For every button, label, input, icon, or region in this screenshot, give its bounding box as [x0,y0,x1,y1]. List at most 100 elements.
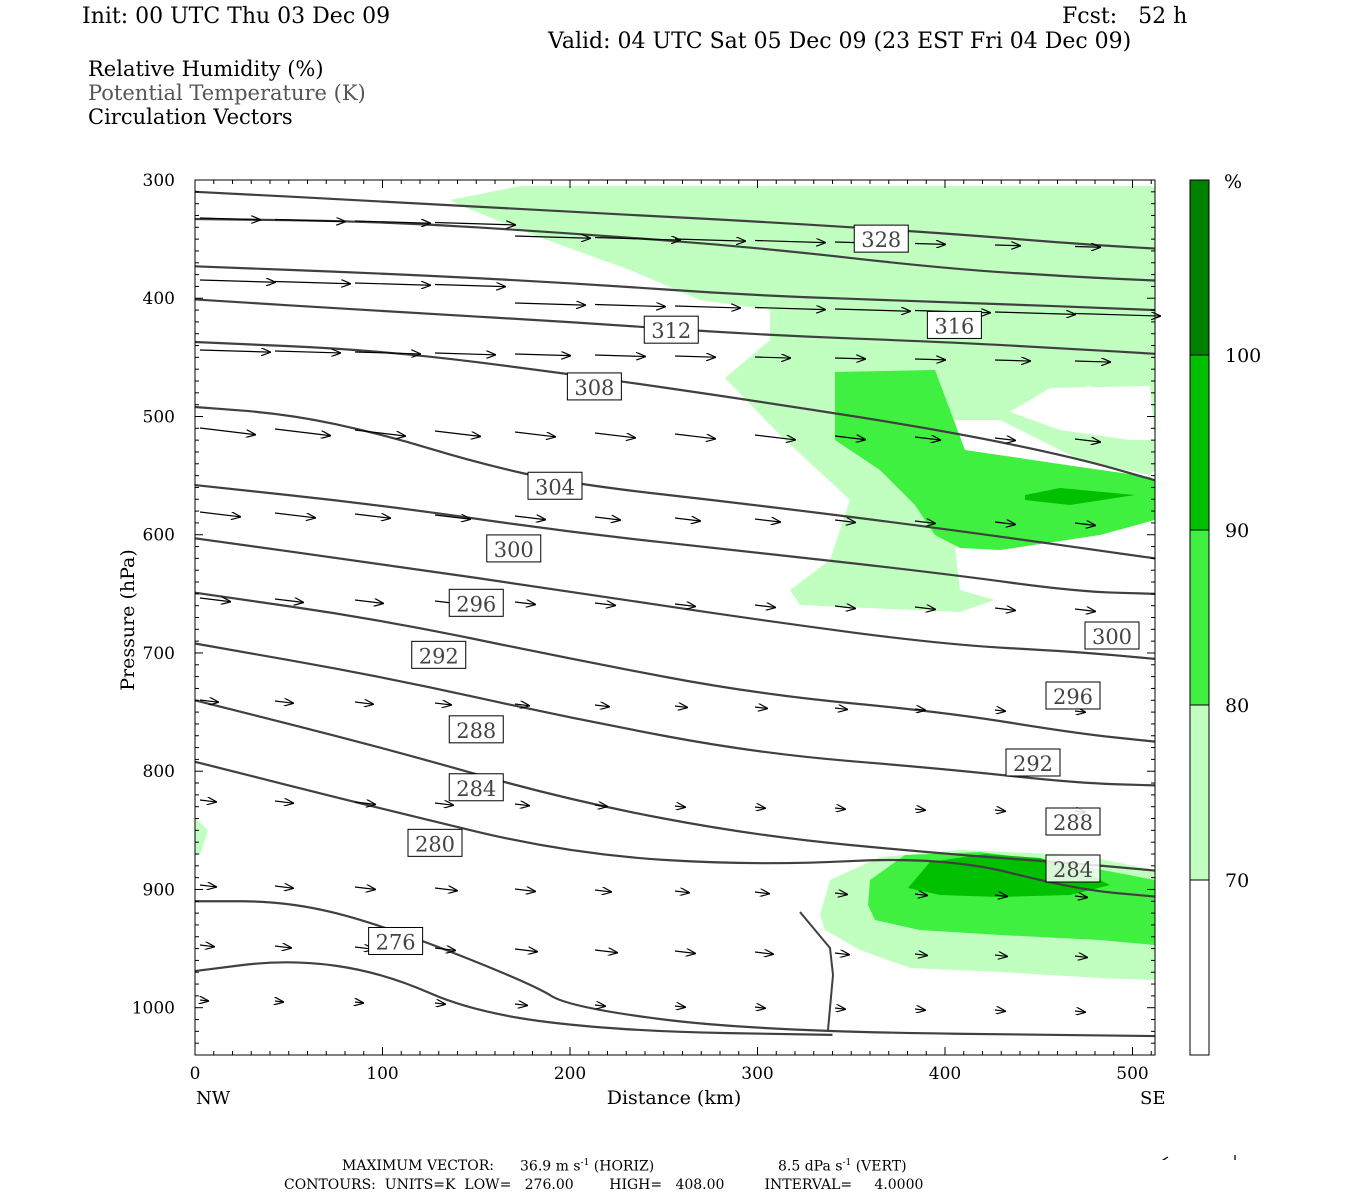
vector-arrow [754,892,769,894]
valid-time: Valid: 04 UTC Sat 05 Dec 09 (23 EST Fri … [548,29,1132,54]
theta-contour-0 [194,190,1156,250]
vector-arrow [354,429,405,436]
vector-arrow [274,351,340,353]
colorbar: 100 90 80 70 [1189,179,1261,1056]
colorbar-segment [1189,179,1210,356]
theta-contour-12 [195,900,1156,1038]
vector-arrow [754,1007,765,1008]
vector-arrow [594,603,615,605]
vector-arrow [200,1000,208,1001]
svg-text:284: 284 [456,777,496,801]
svg-text:296: 296 [456,592,496,616]
contour-label-276-13: 276 [368,926,424,955]
theta-contour-10 [194,699,1156,872]
vector-arrow [434,430,480,436]
vector-arrow [514,602,535,604]
theta-contour-4 [194,340,1156,482]
vector-arrow [754,241,825,243]
reference-vector [1161,1155,1236,1160]
vector-arrow [434,1003,445,1004]
vector-arrow [994,810,1005,811]
vector-arrow [674,239,745,241]
vector-arrow [514,303,585,305]
theta-contour-11 [194,760,1156,898]
colorbar-segment [1189,354,1210,531]
relative-humidity-fill [195,186,1155,980]
vector-arrow [199,280,275,282]
svg-text:316: 316 [934,314,974,338]
theta-contour-7 [194,537,1156,660]
vector-arrow [834,436,865,440]
vector-arrow [594,705,609,707]
vector-arrow [994,608,1015,610]
vector-arrow [354,600,383,603]
vector-arrow [199,350,270,352]
contour-labels: 328 316 312 308 304 300 296 292 288 284 280 276 300 2… [368,224,1140,955]
vector-arrow [834,708,847,709]
vector-arrow [514,889,535,891]
contour-label-328-0: 328 [853,224,909,253]
colorbar-label: 70 [1225,870,1249,892]
legend-rh: Relative Humidity (%) [88,57,324,81]
vector-arrow [834,358,865,359]
circulation-vectors [200,218,1160,1012]
contour-info: CONTOURS: UNITS=K LOW= 276.00 HIGH= 408.… [284,1177,924,1193]
vector-arrow [274,886,293,888]
vector-arrow [199,800,216,802]
vector-arrow [434,888,457,891]
contour-label-292-9: 292 [411,640,467,669]
vector-arrow [1074,1011,1085,1012]
vector-arrow [594,1005,605,1006]
vector-arrow [834,520,855,522]
svg-text:304: 304 [535,475,575,499]
rh-region-3 [195,818,208,855]
vector-arrow [274,599,303,602]
vector-arrow [834,309,910,311]
vector-arrow [199,427,255,435]
vector-arrow [199,945,214,947]
vector-arrow [514,949,537,952]
vector-arrow [994,312,1075,314]
vector-arrow [914,359,945,360]
svg-text:312: 312 [651,319,691,343]
vector-arrow [354,283,430,285]
axes: 0 100 200 300 400 500 300 400 500 600 700 800 900 100… [132,171,1155,1084]
vector-arrow [274,512,315,518]
theta-contour-2 [194,265,1156,312]
vector-arrow [674,518,700,521]
colorbar-unit: % [1224,171,1242,193]
vector-arrow [594,890,611,892]
vector-arrow [674,1006,685,1007]
vector-arrow [274,220,345,222]
x-right-end-label: SE [1140,1088,1165,1109]
x-tick-label: 100 [366,1064,398,1084]
y-axis-label: Pressure (hPa) [117,549,139,691]
vector-arrow [434,703,451,705]
x-tick-label: 200 [554,1064,586,1084]
vector-arrow [275,1001,283,1002]
vector-arrow [434,223,515,225]
vector-arrow [674,356,715,357]
y-tick-label: 700 [143,644,175,664]
x-tick-label: 500 [1116,1064,1148,1084]
svg-text:296: 296 [1053,685,1093,709]
contour-label-300-7: 300 [486,534,542,563]
vector-arrow [355,1002,363,1003]
colorbar-label: 90 [1225,520,1249,542]
colorbar-label: 100 [1225,345,1261,367]
contour-label-right-292: 292 [1005,748,1061,777]
y-tick-label: 500 [143,407,175,427]
x-axis-label: Distance (km) [607,1087,742,1109]
vector-arrow [674,951,695,953]
init-time: Init: 00 UTC Thu 03 Dec 09 [82,4,391,29]
svg-text:276: 276 [376,930,416,954]
vector-arrow [199,218,260,220]
contour-label-316-3: 316 [926,310,982,339]
vector-arrow [914,607,935,609]
vector-arrow [674,306,740,308]
vector-arrow [834,893,847,894]
vector-arrow [914,1009,925,1010]
theta-contour-13 [194,961,833,1036]
vector-arrow [199,700,218,702]
cross-section-chart: 328 316 312 308 304 300 296 292 288 284 280 276 300 2… [117,171,1261,1160]
